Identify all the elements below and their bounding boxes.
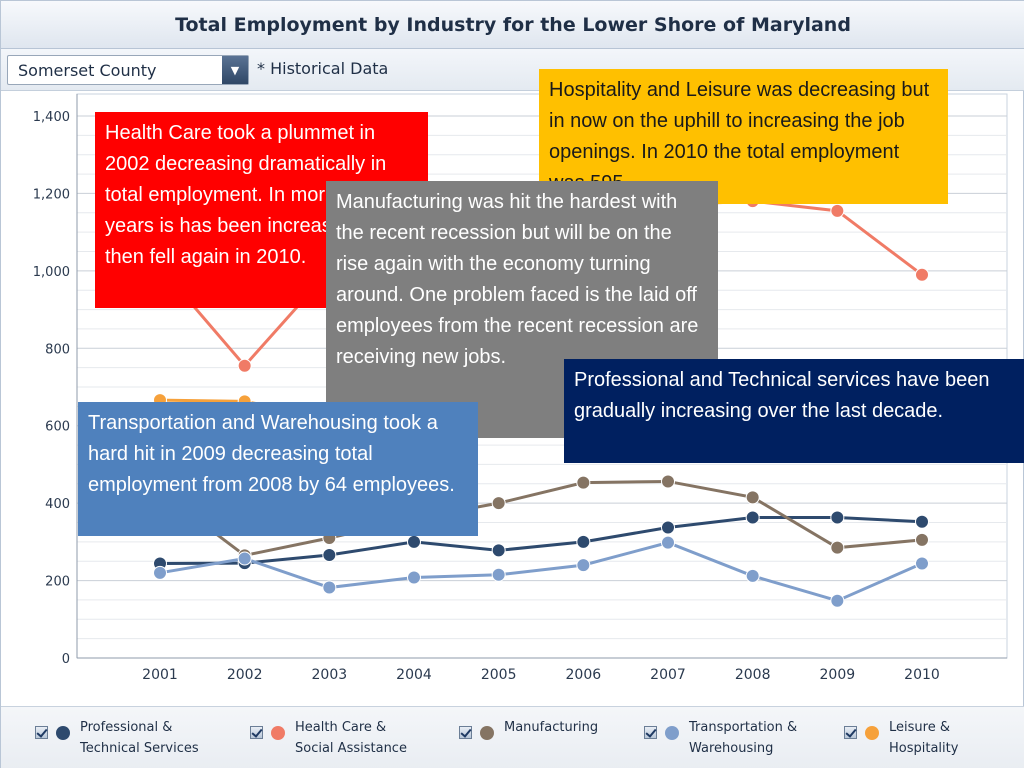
data-point xyxy=(491,496,506,511)
chart-legend: Professional & Technical Services Health … xyxy=(1,706,1024,768)
chevron-down-icon[interactable]: ▼ xyxy=(222,56,248,84)
data-point xyxy=(322,548,337,563)
chart-header: Total Employment by Industry for the Low… xyxy=(1,1,1024,49)
legend-label: Manufacturing xyxy=(504,720,599,735)
x-tick-label: 2003 xyxy=(312,667,348,683)
county-select[interactable]: Somerset County ▼ xyxy=(7,55,249,85)
data-point xyxy=(830,593,845,608)
y-tick-label: 600 xyxy=(45,420,70,435)
data-point xyxy=(661,535,675,550)
x-tick-label: 2002 xyxy=(227,667,263,683)
data-point xyxy=(745,568,760,583)
x-tick-label: 2009 xyxy=(820,667,856,683)
y-tick-label: 1,400 xyxy=(33,110,70,125)
y-tick-label: 1,000 xyxy=(33,265,70,280)
note-professional: Professional and Technical services have… xyxy=(564,359,1024,463)
legend-label: Health Care & Social Assistance xyxy=(295,720,407,756)
checkbox-icon[interactable] xyxy=(250,726,263,739)
legend-item[interactable]: Health Care & Social Assistance xyxy=(250,717,407,759)
checkbox-icon[interactable] xyxy=(35,726,48,739)
series-line xyxy=(159,515,923,566)
legend-marker-icon xyxy=(665,726,679,740)
checkbox-icon[interactable] xyxy=(844,726,857,739)
data-point xyxy=(407,534,421,549)
data-point xyxy=(322,580,337,595)
data-point xyxy=(491,543,506,558)
data-point xyxy=(830,540,845,555)
legend-item[interactable]: Manufacturing xyxy=(459,717,598,740)
data-point xyxy=(830,203,845,218)
legend-label: Transportation & Warehousing xyxy=(689,720,798,756)
legend-item[interactable]: Transportation & Warehousing xyxy=(644,717,797,759)
series-line xyxy=(159,479,923,558)
legend-item[interactable]: Leisure & Hospitality xyxy=(844,717,958,759)
data-point xyxy=(745,490,760,505)
legend-marker-icon xyxy=(480,726,494,740)
legend-label: Leisure & Hospitality xyxy=(889,720,959,756)
county-select-value: Somerset County xyxy=(18,60,157,80)
data-point xyxy=(576,534,591,549)
data-point xyxy=(237,358,252,373)
checkbox-icon[interactable] xyxy=(644,726,657,739)
y-tick-label: 1,200 xyxy=(33,187,70,202)
data-point xyxy=(153,565,167,580)
y-tick-label: 200 xyxy=(45,575,70,590)
data-point xyxy=(661,474,675,489)
x-tick-label: 2004 xyxy=(396,667,432,683)
x-tick-label: 2010 xyxy=(904,667,940,683)
data-point xyxy=(661,520,675,535)
x-tick-label: 2006 xyxy=(566,667,602,683)
legend-marker-icon xyxy=(865,726,879,740)
data-point xyxy=(576,558,591,573)
note-transportation: Transportation and Warehousing took a ha… xyxy=(78,402,478,536)
historical-data-label: * Historical Data xyxy=(257,59,389,78)
checkbox-icon[interactable] xyxy=(459,726,472,739)
legend-item[interactable]: Professional & Technical Services xyxy=(35,717,199,759)
x-tick-label: 2008 xyxy=(735,667,771,683)
x-tick-label: 2007 xyxy=(650,667,686,683)
data-point xyxy=(491,567,506,582)
data-point xyxy=(830,510,845,525)
data-point xyxy=(576,475,591,490)
data-point xyxy=(915,532,929,547)
y-tick-label: 800 xyxy=(45,342,70,357)
series-line xyxy=(159,541,923,603)
y-tick-label: 400 xyxy=(45,497,70,512)
data-point xyxy=(915,514,929,529)
data-point xyxy=(407,570,421,585)
x-tick-label: 2005 xyxy=(481,667,517,683)
data-point xyxy=(745,510,760,525)
legend-label: Professional & Technical Services xyxy=(80,720,199,756)
x-tick-label: 2001 xyxy=(142,667,178,683)
data-point xyxy=(915,267,929,282)
legend-marker-icon xyxy=(56,726,70,740)
chart-title: Total Employment by Industry for the Low… xyxy=(175,13,851,36)
y-tick-label: 0 xyxy=(62,652,70,667)
legend-marker-icon xyxy=(271,726,285,740)
data-point xyxy=(915,556,929,571)
data-point xyxy=(237,551,252,566)
